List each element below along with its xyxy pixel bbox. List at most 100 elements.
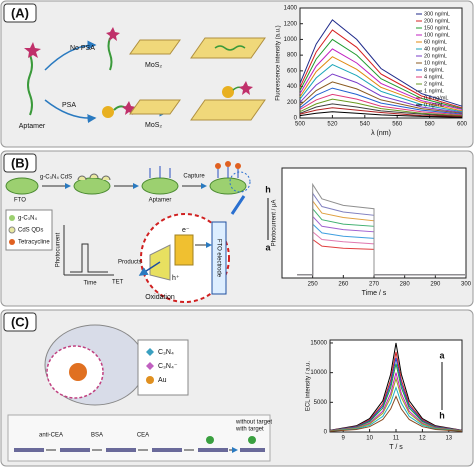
x-tick-label: 250	[308, 282, 319, 288]
label-box	[3, 3, 37, 23]
x-tick-label: 290	[430, 282, 441, 288]
legend-label: 60 ng/mL	[424, 39, 447, 45]
label: h⁺	[172, 275, 180, 282]
label: C₃N₄⁻	[158, 363, 178, 370]
series-line	[299, 87, 463, 115]
x-tick-label: 9	[342, 436, 346, 442]
label: No PSA	[70, 45, 95, 52]
y-tick-label: 600	[287, 68, 298, 74]
series-line	[329, 372, 463, 432]
legend-label: 0.5 ng/mL	[424, 95, 448, 101]
y-tick-label: 1400	[284, 6, 298, 12]
series-line	[329, 342, 463, 431]
x-tick-label: 580	[425, 122, 436, 128]
label: g-C₃N₄	[18, 216, 37, 222]
series-line	[297, 182, 466, 276]
x-tick-label: 13	[445, 436, 452, 442]
legend-label: 300 ng/mL	[424, 11, 450, 17]
y-tick-label: 0	[324, 430, 328, 436]
legend-label: 0 ng/mL	[424, 102, 444, 108]
x-axis-label: Time / s	[362, 290, 387, 297]
x-tick-label: 560	[392, 122, 403, 128]
series-line	[299, 73, 463, 113]
x-tick-label: 12	[419, 436, 426, 442]
schematic-b	[5, 161, 251, 303]
x-tick-label: 500	[295, 122, 306, 128]
label: FTO electrode	[215, 239, 221, 278]
x-tick-label: 11	[393, 436, 400, 442]
label: Products	[118, 260, 142, 266]
legend-label: 20 ng/mL	[424, 53, 447, 59]
label: BSA	[91, 433, 103, 439]
annotation: a	[439, 350, 445, 360]
legend-label: 150 ng/mL	[424, 25, 450, 31]
y-axis-label: Photocurrent / μA	[272, 200, 278, 247]
annotation: h	[439, 410, 445, 420]
label-box	[3, 153, 37, 173]
label: Au	[158, 377, 167, 384]
label: CEA	[137, 433, 149, 439]
label: Tetracycline	[18, 240, 50, 246]
series-line	[299, 29, 463, 109]
y-tick-label: 1200	[284, 21, 298, 27]
x-axis-label: λ (nm)	[371, 130, 391, 137]
series-line	[299, 107, 463, 117]
y-tick-label: 15000	[310, 341, 327, 347]
y-tick-label: 10000	[310, 370, 327, 376]
label: CdS QDs	[18, 228, 43, 234]
label: FTO	[14, 198, 26, 204]
legend-label: 8 ng/mL	[424, 67, 444, 73]
panel-label: (A)	[11, 5, 29, 20]
y-axis-label: Fluorescence intensity (a.u.)	[276, 25, 282, 100]
y-tick-label: 1000	[284, 37, 298, 43]
y-tick-label: 5000	[314, 400, 328, 406]
series-line	[329, 376, 463, 432]
series-line	[329, 363, 463, 432]
x-axis-label: T / s	[389, 444, 403, 451]
label: C₃N₄	[158, 349, 174, 356]
y-tick-label: 400	[287, 84, 298, 90]
label: MoS₂	[145, 62, 162, 69]
label: g-C₃N₄ CdS	[40, 175, 72, 181]
legend-label: 4 ng/mL	[424, 74, 444, 80]
legend-label: 1 ng/mL	[424, 88, 444, 94]
label: PSA	[62, 102, 76, 109]
label-box	[3, 312, 37, 332]
label: Photocurrent	[56, 232, 62, 267]
y-axis-label: ECL intensity / a.u.	[306, 361, 312, 411]
label: without target	[235, 420, 272, 426]
label: MoS₂	[145, 122, 162, 129]
series-line	[299, 98, 463, 117]
label: e⁻	[182, 227, 190, 234]
schematic-c	[7, 324, 271, 462]
series-line	[299, 56, 463, 112]
series-line	[299, 19, 463, 107]
schematic-a	[24, 27, 266, 124]
series-line	[299, 111, 463, 118]
series-line	[329, 385, 463, 432]
x-tick-label: 280	[400, 282, 411, 288]
series-line	[329, 357, 463, 431]
x-tick-label: 300	[461, 282, 472, 288]
x-tick-label: 260	[338, 282, 349, 288]
x-tick-label: 600	[457, 122, 468, 128]
series-line	[299, 48, 463, 110]
series-line	[299, 103, 463, 117]
legend-label: 2 ng/mL	[424, 81, 444, 87]
label: anti-CEA	[39, 433, 63, 439]
x-tick-label: 520	[327, 122, 338, 128]
label: Aptamer	[149, 198, 172, 204]
annotation: h	[265, 184, 271, 194]
label: TET	[112, 280, 124, 286]
label: Capture	[183, 174, 205, 180]
x-tick-label: 540	[360, 122, 371, 128]
panel-label: (C)	[11, 314, 29, 329]
label: Oxidation	[145, 294, 175, 301]
series-line	[299, 81, 463, 114]
x-tick-label: 10	[366, 436, 373, 442]
series-line	[329, 395, 463, 432]
label: Aptamer	[19, 123, 46, 130]
legend-label: 200 ng/mL	[424, 18, 450, 24]
series-line	[329, 351, 463, 431]
